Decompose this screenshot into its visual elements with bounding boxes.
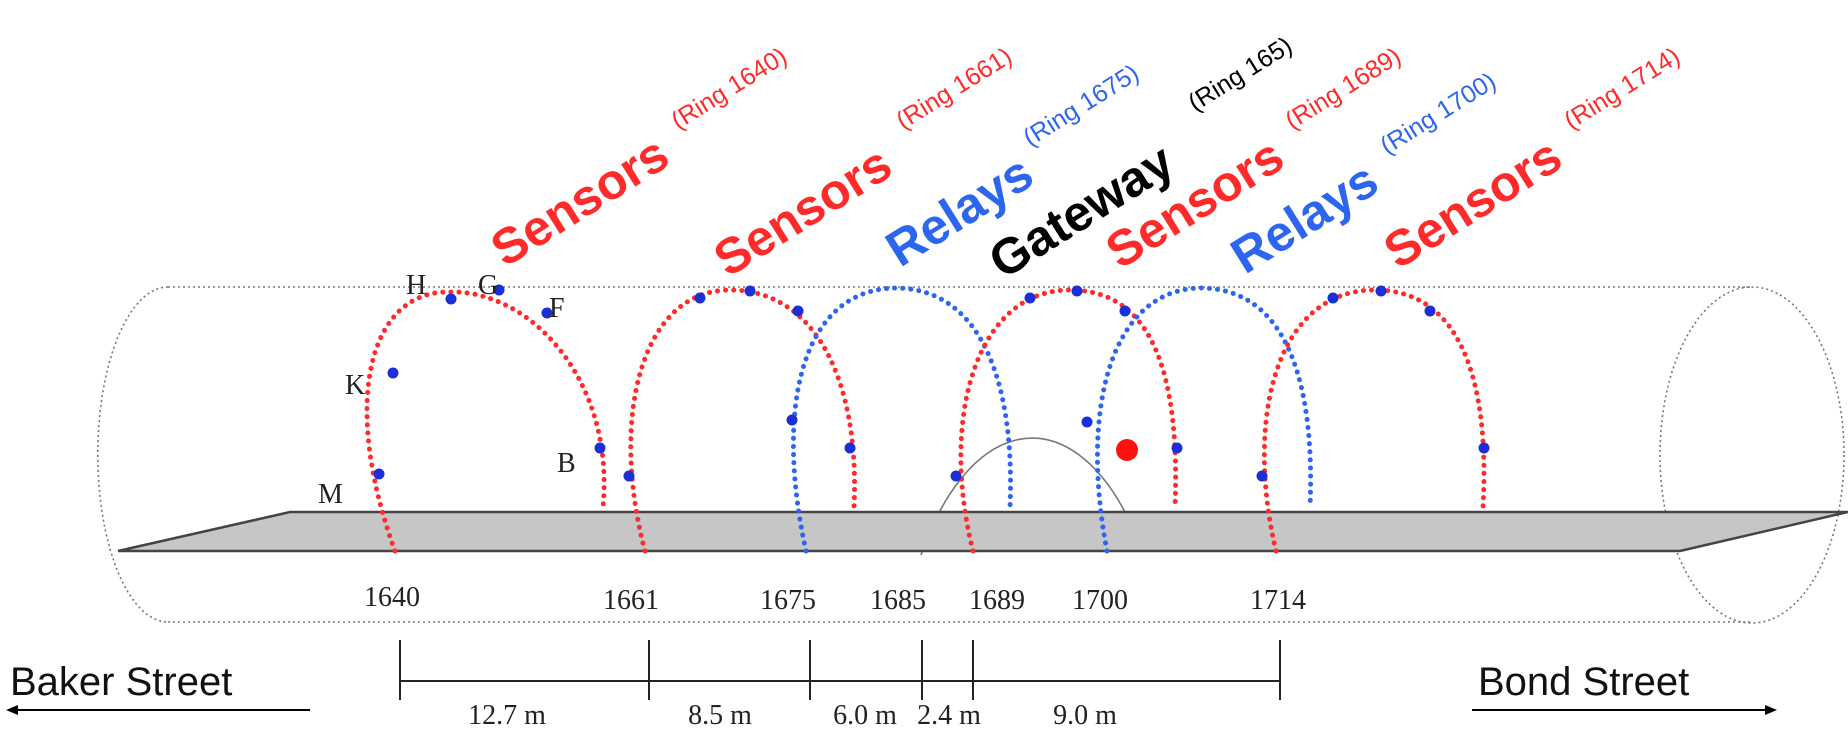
sensor-nodes [373, 284, 1490, 482]
sensor-node-1640-5 [541, 307, 553, 319]
arc-ring-label-1714: (Ring 1714) [1559, 42, 1685, 135]
arc-ring-label-1661: (Ring 1661) [891, 42, 1017, 135]
distance-labels: 12.7 m 8.5 m 6.0 m 2.4 m 9.0 m [468, 700, 1117, 729]
node-letter-g: G [478, 270, 498, 301]
ring-number-1685: 1685 [870, 585, 926, 616]
sensor-node-1689-2 [1024, 292, 1036, 304]
node-letter-k: K [345, 370, 365, 401]
arc-title-sensors-1661: Sensors [704, 135, 901, 287]
ring-arc-1700 [1095, 285, 1314, 554]
arc-ring-label-1689: (Ring 1689) [1280, 42, 1406, 135]
sensor-node-1640-2 [387, 367, 399, 379]
ring-arc-1689 [958, 287, 1179, 554]
ring-numbers: 1640 1661 1675 1685 1689 1700 1714 [364, 582, 1306, 616]
node-letter-h: H [406, 270, 426, 301]
arc-ring-label-gateway: (Ring 165) [1183, 31, 1297, 117]
sensor-node-1714-5 [1478, 442, 1490, 454]
ring-arc-1675 [790, 285, 1014, 554]
ring-number-1700: 1700 [1072, 585, 1128, 616]
sensor-node-1640-1 [373, 468, 385, 480]
node-letters: H G F K B M [318, 270, 576, 510]
sensor-node-1640-4 [493, 284, 505, 296]
sensor-node-1675-1 [786, 414, 798, 426]
stations: Baker Street Bond Street [6, 660, 1777, 715]
sensor-node-1661-3 [744, 285, 756, 297]
sensor-node-1661-5 [844, 442, 856, 454]
arc-ring-label-1640: (Ring 1640) [666, 42, 792, 135]
sensor-node-1714-1 [1256, 470, 1268, 482]
ring-arc-1640 [364, 289, 607, 554]
distance-scale [399, 640, 1281, 700]
sensor-node-1661-2 [694, 292, 706, 304]
distance-label-5: 9.0 m [1053, 700, 1117, 729]
sensor-node-1700-1 [1081, 416, 1093, 428]
sensor-node-1689-3 [1071, 285, 1083, 297]
station-bond-street: Bond Street [1478, 660, 1689, 704]
tunnel-outline [97, 286, 1752, 623]
distance-label-2: 8.5 m [688, 700, 752, 729]
ring-number-1675: 1675 [760, 585, 816, 616]
distance-label-1: 12.7 m [468, 700, 546, 729]
distance-label-3: 6.0 m [833, 700, 897, 729]
ring-arcs [364, 285, 1487, 554]
tunnel-end-ellipse [1659, 286, 1845, 624]
sensor-node-1689-1 [950, 470, 962, 482]
sensor-node-1661-4 [792, 305, 804, 317]
station-baker-street: Baker Street [10, 660, 232, 704]
node-letter-f: F [549, 293, 565, 324]
gateway-node [1116, 439, 1138, 461]
node-letter-b: B [557, 448, 576, 479]
arc-ring-label-1700: (Ring 1700) [1375, 67, 1501, 160]
arc-title-sensors-1640: Sensors [481, 125, 678, 277]
ring-number-1714: 1714 [1250, 585, 1306, 616]
tunnel [97, 286, 1845, 624]
track-platform [117, 510, 1848, 553]
arc-captions: Sensors (Ring 1640) Sensors (Ring 1661) … [481, 31, 1685, 289]
sensor-node-1689-5 [1171, 442, 1183, 454]
ring-number-1689: 1689 [969, 585, 1025, 616]
sensor-node-1640-3 [445, 293, 457, 305]
ring-number-1640: 1640 [364, 582, 420, 613]
sensor-node-1689-4 [1119, 305, 1131, 317]
sensor-node-1714-2 [1327, 292, 1339, 304]
sensor-node-1661-1 [623, 470, 635, 482]
distance-label-4: 2.4 m [917, 700, 981, 729]
node-letter-m: M [318, 479, 343, 510]
sensor-node-1714-4 [1424, 305, 1436, 317]
arc-ring-label-1675: (Ring 1675) [1018, 59, 1144, 152]
ring-number-1661: 1661 [603, 585, 659, 616]
sensor-node-1714-3 [1375, 285, 1387, 297]
sensor-node-1640-6 [594, 442, 606, 454]
ring-arc-1714 [1261, 287, 1487, 554]
